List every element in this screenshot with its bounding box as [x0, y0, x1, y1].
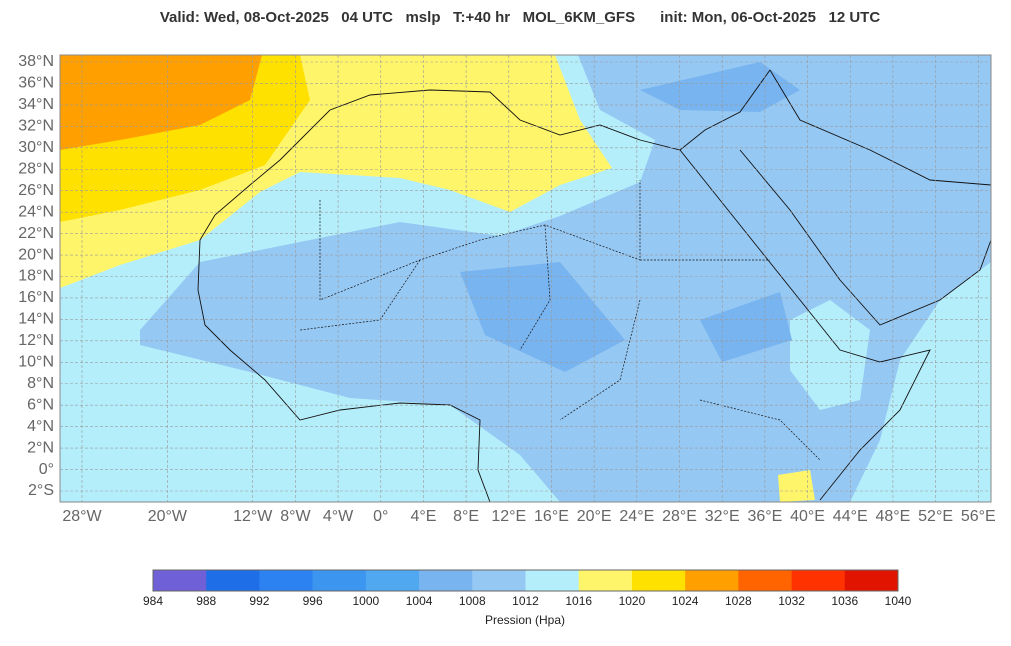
colorbar-swatch	[791, 570, 846, 591]
lat-tick-label: 6°N	[27, 396, 54, 413]
colorbar-tick-label: 1024	[672, 594, 699, 608]
lon-tick-label: 20°E	[577, 508, 612, 525]
colorbar-frame	[152, 569, 899, 592]
lat-tick-label: 2°N	[27, 439, 54, 456]
lat-tick-label: 12°N	[18, 332, 54, 349]
lon-tick-label: 32°E	[705, 508, 740, 525]
lon-tick-label: 12°E	[491, 508, 526, 525]
title: Valid: Wed, 08-Oct-2025 04 UTC mslp T:+4…	[160, 9, 880, 26]
lat-tick-label: 20°N	[18, 246, 54, 263]
colorbar-label: Pression (Hpa)	[485, 613, 565, 627]
colorbar-swatch	[685, 570, 739, 591]
colorbar-swatch	[578, 570, 633, 591]
lat-tick-label: 10°N	[18, 354, 54, 371]
lon-tick-label: 4°W	[323, 508, 354, 525]
colorbar-swatch	[206, 570, 260, 591]
lon-tick-label: 36°E	[747, 508, 782, 525]
lon-tick-label: 20°W	[148, 508, 188, 525]
colorbar-swatch	[631, 570, 686, 591]
colorbar-tick-label: 1036	[831, 594, 858, 608]
lon-tick-label: 0°	[373, 508, 388, 525]
lon-tick-label: 8°W	[280, 508, 311, 525]
colorbar-swatch	[153, 570, 207, 591]
lat-tick-label: 8°N	[27, 375, 54, 392]
lon-tick-label: 52°E	[918, 508, 953, 525]
lat-tick-label: 34°N	[18, 96, 54, 113]
lon-tick-label: 48°E	[875, 508, 910, 525]
lat-tick-label: 36°N	[18, 75, 54, 92]
lon-tick-label: 16°E	[534, 508, 569, 525]
colorbar-swatch	[844, 570, 899, 591]
colorbar-tick-label: 988	[196, 594, 216, 608]
lat-tick-label: 30°N	[18, 139, 54, 156]
colorbar-swatch	[472, 570, 526, 591]
colorbar-tick-label: 1016	[565, 594, 592, 608]
lon-tick-label: 44°E	[833, 508, 868, 525]
lat-tick-label: 16°N	[18, 289, 54, 306]
colorbar-swatch	[365, 570, 420, 591]
lon-tick-label: 12°W	[233, 508, 273, 525]
colorbar-tick-label: 1004	[406, 594, 433, 608]
colorbar-tick-label: 996	[303, 594, 323, 608]
colorbar-tick-label: 1012	[512, 594, 539, 608]
lon-tick-label: 56°E	[961, 508, 996, 525]
lon-tick-label: 4°E	[410, 508, 436, 525]
lat-tick-label: 4°N	[27, 418, 54, 435]
lat-tick-label: 2°S	[28, 482, 54, 499]
colorbar: 984 988 992 996 1000 1004 1008 1012 1016 1020 1024…	[143, 569, 912, 608]
colorbar-tick-label: 1040	[885, 594, 912, 608]
colorbar-swatch	[259, 570, 313, 591]
graticule	[60, 55, 991, 502]
lat-tick-label: 32°N	[18, 118, 54, 135]
colorbar-swatch	[312, 570, 367, 591]
colorbar-swatch	[525, 570, 580, 591]
map-field	[60, 55, 991, 502]
lat-tick-label: 24°N	[18, 203, 54, 220]
colorbar-tick-label: 1000	[353, 594, 380, 608]
colorbar-swatch	[419, 570, 473, 591]
lon-tick-label: 24°E	[619, 508, 654, 525]
lat-tick-label: 28°N	[18, 160, 54, 177]
lat-tick-label: 18°N	[18, 268, 54, 285]
colorbar-tick-label: 1028	[725, 594, 752, 608]
lat-tick-label: 26°N	[18, 182, 54, 199]
lon-tick-label: 28°E	[662, 508, 697, 525]
map-axes: 38°N 36°N 34°N 32°N 30°N 28°N 26°N 24°N 22°N 20°N…	[18, 53, 995, 525]
lat-tick-label: 38°N	[18, 53, 54, 70]
colorbar-tick-label: 992	[249, 594, 269, 608]
colorbar-tick-label: 1008	[459, 594, 486, 608]
colorbar-tick-label: 1032	[778, 594, 805, 608]
colorbar-swatch	[738, 570, 792, 591]
lon-tick-label: 8°E	[453, 508, 479, 525]
lat-tick-label: 14°N	[18, 311, 54, 328]
lon-tick-label: 28°W	[62, 508, 102, 525]
map-frame	[59, 54, 992, 503]
lat-tick-label: 22°N	[18, 225, 54, 242]
lat-tick-label: 0°	[39, 461, 54, 478]
colorbar-tick-label: 984	[143, 594, 163, 608]
lon-tick-label: 40°E	[790, 508, 825, 525]
colorbar-tick-label: 1020	[619, 594, 646, 608]
